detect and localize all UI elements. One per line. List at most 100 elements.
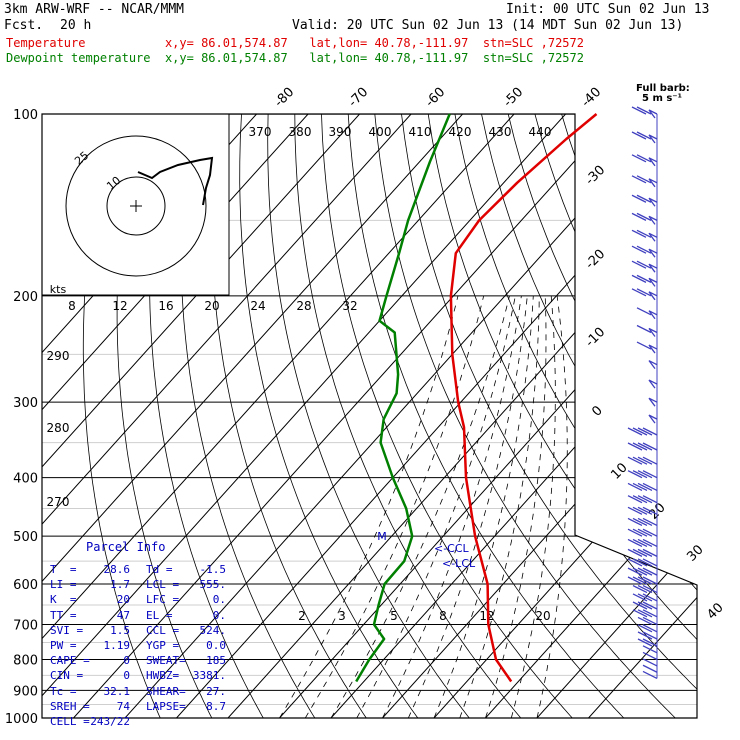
model-title: 3km ARW-WRF -- NCAR/MMM (4, 2, 185, 17)
isotherm-line (42, 114, 463, 718)
theta-e-label: 430 (489, 125, 512, 139)
valid-time: Valid: 20 UTC Sun 02 Jun 13 (14 MDT Sun … (292, 18, 684, 33)
parcel-info-label: T = (50, 563, 77, 576)
isotherm-label-top: -80 (272, 85, 298, 111)
parcel-info-label: EL = (146, 608, 173, 622)
isotherm-label-right: -10 (583, 325, 609, 351)
parcel-info-value: 0.0 (206, 639, 226, 652)
mixing-ratio-label: 12 (112, 299, 127, 313)
parcel-info-label: YGP = (146, 639, 180, 652)
dewpoint-legend: Dewpoint temperature x,y= 86.01,574.87 l… (6, 51, 584, 65)
isotherm-line (536, 114, 697, 718)
parcel-info-label: CAPE = (50, 654, 90, 668)
wind-barb (631, 260, 658, 273)
moist-adiabat-line (459, 295, 540, 718)
parcel-info-label: SREH = (50, 699, 90, 713)
wind-barb (631, 229, 658, 242)
wind-barb (637, 631, 658, 640)
parcel-info-value: 74 (116, 699, 130, 713)
parcel-info-value: 524. (199, 623, 227, 637)
isotherm-line (485, 114, 697, 718)
moist-adiabat-line (536, 295, 568, 718)
dry-adiabat-line (481, 114, 697, 718)
moist-adiabat-line (510, 295, 556, 718)
wind-barb (637, 616, 658, 626)
theta-e-label: 370 (249, 125, 272, 139)
lcl-marker: <-LCL (442, 557, 476, 570)
moist-adiabat-line (407, 295, 528, 718)
full-barb-label: Full barb: (636, 83, 690, 94)
dry-adiabat-line (149, 114, 264, 718)
parcel-info-value: 1.19 (103, 639, 131, 652)
pressure-tick-label: 200 (13, 290, 38, 305)
mixing-ratio-label: 28 (296, 299, 311, 313)
plot-frame (41, 113, 698, 719)
parcel-info-label: SVI = (50, 623, 84, 637)
dry-adiabat-line (267, 114, 470, 718)
dry-adiabat-line (667, 114, 697, 718)
parcel-info-label: PW = (50, 639, 77, 652)
dry-adiabat-line (321, 114, 573, 718)
wind-barb (627, 427, 658, 436)
parcel-info-value: 0 (123, 654, 130, 668)
dry-adiabat-line (294, 114, 522, 718)
wind-barb (631, 154, 658, 167)
isotherm-label-top: -50 (501, 85, 527, 111)
parcel-info-value: 243/22 (90, 715, 130, 728)
melting-marker: M (377, 530, 387, 543)
isotherm-label-right: 20 (646, 500, 668, 522)
parcel-info-value: 1.5 (110, 623, 130, 637)
hodograph-unit-label: kts (50, 283, 67, 296)
temperature-line (449, 113, 598, 683)
moist-adiabat-line (330, 295, 510, 718)
parcel-info-label: SHEAR= (146, 684, 186, 698)
hodograph-ring (106, 176, 166, 236)
mixing-ratio-label-low: 20 (535, 609, 550, 623)
isotherm-line (382, 114, 697, 718)
dry-adiabat-line (116, 114, 213, 718)
wind-barb (648, 414, 658, 424)
dry-adiabat-line (641, 114, 697, 718)
pressure-tick-label: 500 (13, 530, 38, 545)
theta-e-label: 400 (369, 125, 392, 139)
parcel-info-title: Parcel Info (86, 540, 166, 554)
parcel-info-value: 20 (116, 593, 130, 607)
init-time: Init: 00 UTC Sun 02 Jun 13 (506, 2, 710, 17)
wind-barb (631, 106, 658, 119)
wind-barb (627, 548, 658, 557)
wind-barb (627, 442, 658, 451)
dry-adiabat-label: 280 (47, 421, 70, 435)
pressure-tick-label: 1000 (5, 712, 38, 727)
mixing-ratio-label: 16 (158, 299, 173, 313)
parcel-info-label: CIN = (50, 669, 84, 683)
dewpoint-line (355, 113, 451, 683)
wind-barb (627, 576, 658, 585)
parcel-info-label: K = (50, 593, 77, 607)
dry-adiabat-line (614, 114, 697, 718)
wind-barb (631, 131, 658, 144)
wind-barb (632, 593, 658, 602)
parcel-info-value: 0. (212, 608, 226, 622)
wind-barb (631, 194, 658, 207)
moist-adiabat-line (356, 295, 516, 718)
moist-adiabat-line (433, 295, 534, 718)
isotherm-label-top: -60 (423, 85, 449, 111)
wind-barb (631, 274, 658, 287)
parcel-info-label: SWEAT= (146, 654, 186, 668)
mixing-ratio-label-low: 3 (338, 609, 346, 623)
dry-adiabat-line (427, 114, 697, 718)
wind-barb (627, 567, 658, 576)
parcel-info-value: 28.6 (103, 563, 131, 576)
theta-e-label: 410 (409, 125, 432, 139)
parcel-info-label: Tc = (50, 684, 77, 698)
parcel-info-value: 0. (212, 593, 226, 607)
parcel-info-label: LAPSE= (146, 699, 186, 713)
dry-adiabat-line (239, 114, 419, 718)
forecast-label: Fcst. (4, 18, 44, 33)
parcel-info-label: LCL = (146, 578, 180, 592)
dry-adiabat-line (401, 114, 697, 718)
wind-barb (627, 495, 658, 504)
wind-barb (632, 585, 658, 594)
dry-adiabat-line (210, 114, 367, 718)
moist-adiabat-line (279, 295, 459, 718)
